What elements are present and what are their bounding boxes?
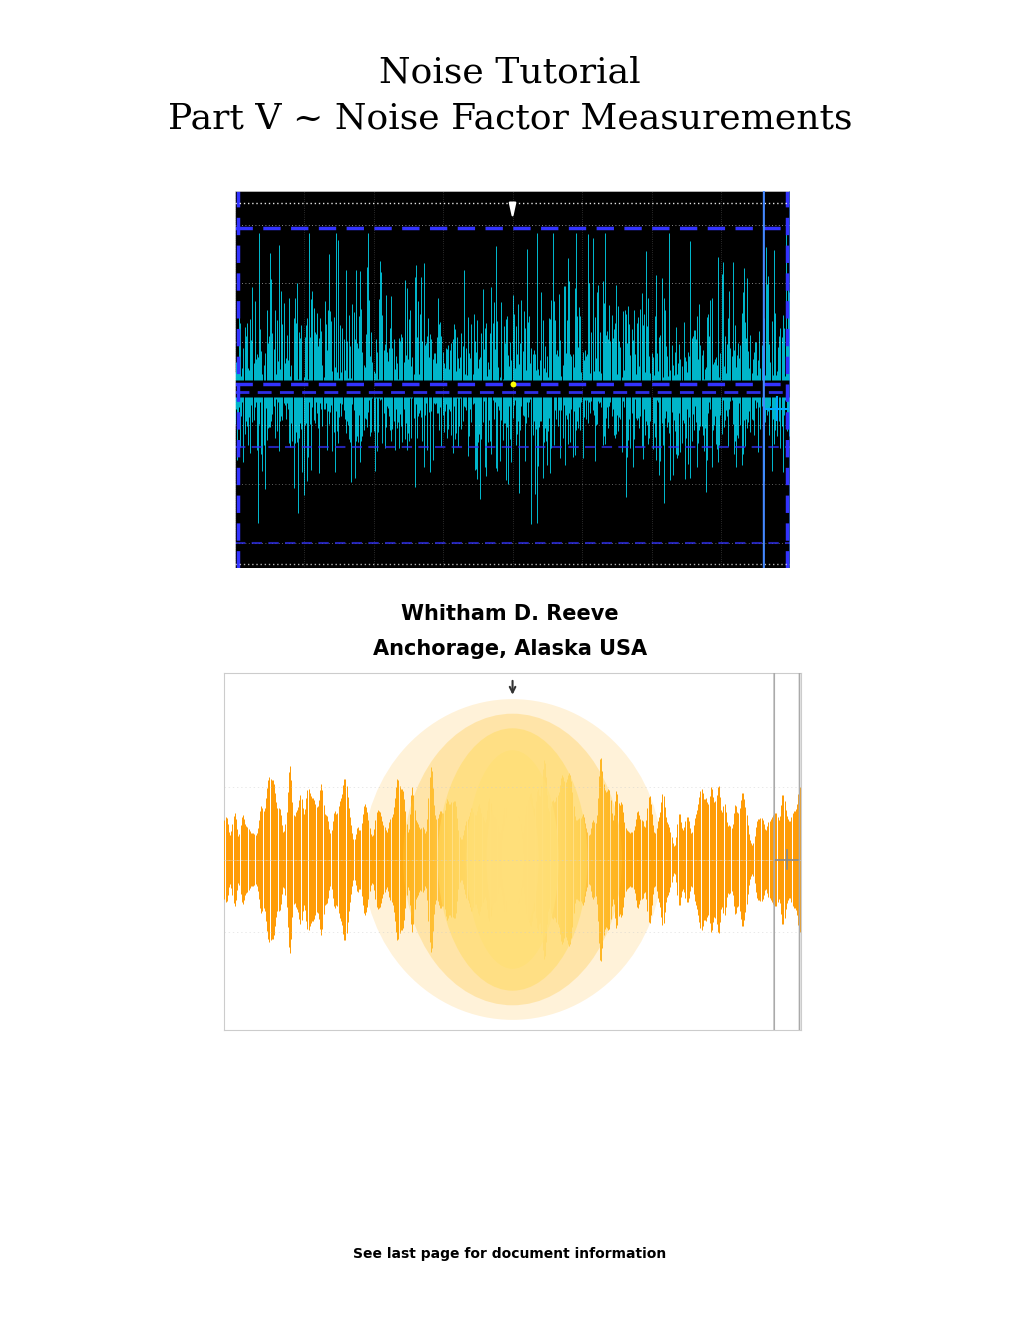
Ellipse shape — [437, 729, 587, 991]
Text: Whitham D. Reeve: Whitham D. Reeve — [400, 603, 619, 624]
Text: Noise Tutorial: Noise Tutorial — [379, 55, 640, 90]
Text: Anchorage, Alaska USA: Anchorage, Alaska USA — [373, 639, 646, 660]
Ellipse shape — [466, 750, 558, 969]
Text: Part V ~ Noise Factor Measurements: Part V ~ Noise Factor Measurements — [167, 102, 852, 136]
Ellipse shape — [403, 714, 622, 1006]
Ellipse shape — [500, 808, 524, 911]
Ellipse shape — [363, 700, 661, 1020]
Ellipse shape — [486, 779, 538, 940]
Text: See last page for document information: See last page for document information — [353, 1247, 666, 1261]
